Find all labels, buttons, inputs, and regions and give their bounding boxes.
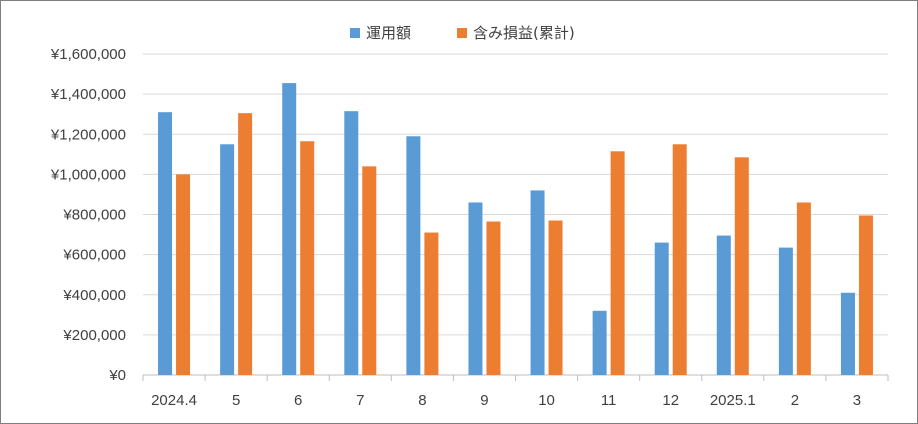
- bar-series-2: [734, 157, 749, 375]
- legend-label: 運用額: [366, 24, 411, 42]
- y-tick-label: ¥400,000: [62, 287, 126, 304]
- y-tick-label: ¥1,200,000: [50, 126, 126, 143]
- x-tick-label: 3: [853, 392, 861, 409]
- x-tick-label: 2025.1: [710, 392, 756, 409]
- bar-series-1: [654, 242, 669, 375]
- x-tick-label: 2: [791, 392, 799, 409]
- x-tick-label: 8: [418, 392, 426, 409]
- x-tick-label: 7: [356, 392, 364, 409]
- x-tick-label: 12: [662, 392, 679, 409]
- y-tick-label: ¥200,000: [62, 327, 126, 344]
- bar-series-2: [424, 232, 439, 375]
- bar-series-2: [672, 144, 687, 375]
- bar-series-2: [610, 151, 625, 375]
- bar-series-1: [592, 310, 607, 375]
- y-tick-label: ¥0: [108, 367, 126, 384]
- y-tick-label: ¥1,400,000: [50, 86, 126, 103]
- bar-series-2: [858, 215, 873, 375]
- x-tick-label: 10: [538, 392, 555, 409]
- legend-swatch: [350, 28, 360, 38]
- bar-series-2: [362, 166, 377, 375]
- bar-series-1: [344, 111, 359, 375]
- bar-series-2: [176, 174, 191, 375]
- bar-series-1: [530, 190, 545, 375]
- bar-series-1: [840, 292, 855, 375]
- bar-series-2: [486, 221, 501, 375]
- bar-series-1: [282, 83, 297, 375]
- bar-series-1: [158, 112, 173, 376]
- y-tick-label: ¥1,600,000: [50, 46, 126, 63]
- bar-series-2: [548, 220, 563, 375]
- bar-series-1: [716, 235, 731, 375]
- bar-series-1: [778, 247, 793, 375]
- bar-series-2: [238, 113, 253, 375]
- bar-series-1: [468, 202, 483, 375]
- y-tick-label: ¥1,000,000: [50, 166, 126, 183]
- x-tick-label: 11: [601, 392, 617, 409]
- legend-label: 含み損益(累計): [473, 24, 575, 42]
- x-tick-label: 9: [480, 392, 488, 409]
- x-tick-label: 5: [232, 392, 240, 409]
- x-tick-label: 6: [294, 392, 302, 409]
- y-tick-label: ¥800,000: [62, 207, 126, 224]
- bar-series-1: [220, 144, 235, 375]
- bar-series-1: [406, 136, 421, 375]
- y-tick-label: ¥600,000: [62, 247, 126, 264]
- bar-series-2: [796, 202, 811, 375]
- x-tick-label: 2024.4: [151, 392, 197, 409]
- bar-series-2: [300, 141, 315, 375]
- legend-swatch: [457, 28, 467, 38]
